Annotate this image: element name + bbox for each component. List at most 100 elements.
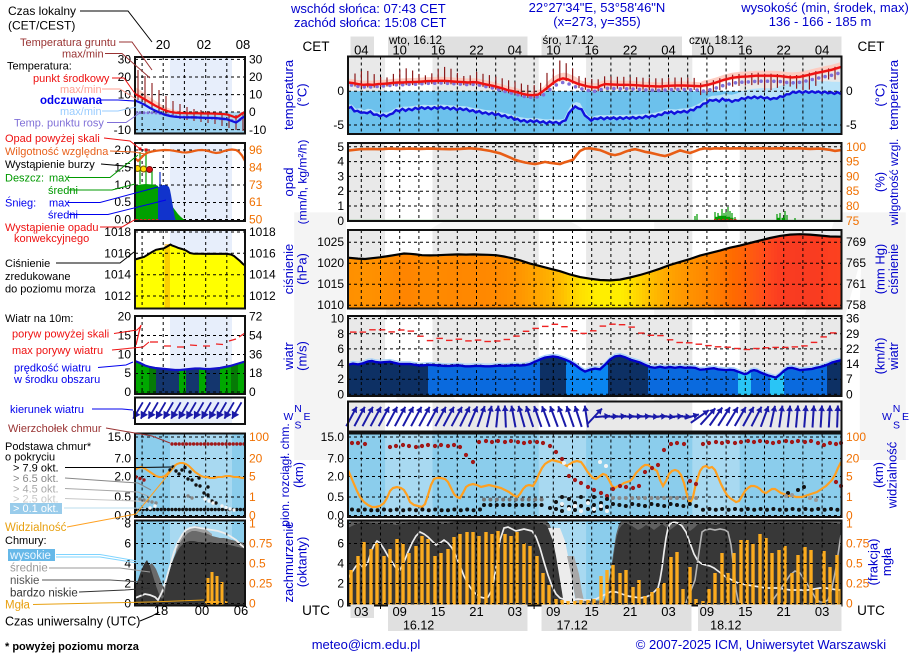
svg-text:Ciśnienie: Ciśnienie xyxy=(5,258,50,270)
svg-text:CET: CET xyxy=(858,39,885,54)
svg-text:5: 5 xyxy=(124,366,131,380)
svg-text:100: 100 xyxy=(846,140,866,154)
svg-text:1014: 1014 xyxy=(104,268,131,282)
svg-text:Wierzchołek chmur: Wierzchołek chmur xyxy=(8,423,102,435)
svg-text:max: max xyxy=(49,173,70,185)
svg-text:0: 0 xyxy=(337,597,344,611)
svg-text:średni: średni xyxy=(48,210,78,222)
svg-text:Mgła: Mgła xyxy=(5,600,31,612)
svg-text:Temperatura:: Temperatura: xyxy=(7,61,72,73)
svg-text:średni: średni xyxy=(48,185,78,197)
svg-text:-5: -5 xyxy=(333,118,344,132)
svg-text:Opad powyżej skali: Opad powyżej skali xyxy=(5,133,100,145)
svg-text:* powyżej poziomu morza: * powyżej poziomu morza xyxy=(5,641,140,653)
svg-text:61: 61 xyxy=(249,195,263,209)
svg-text:100: 100 xyxy=(846,430,866,444)
svg-text:72: 72 xyxy=(249,310,263,324)
svg-text:do poziomu morza: do poziomu morza xyxy=(5,284,96,296)
svg-text:17.12: 17.12 xyxy=(557,619,588,633)
svg-text:0.5: 0.5 xyxy=(249,557,266,571)
svg-text:6: 6 xyxy=(337,342,344,356)
svg-text:0: 0 xyxy=(124,597,131,611)
svg-text:5: 5 xyxy=(249,470,256,484)
svg-text:1.0: 1.0 xyxy=(114,178,131,192)
svg-text:16: 16 xyxy=(738,43,752,58)
svg-text:wilgotność wzgl.: wilgotność wzgl. xyxy=(887,139,901,227)
svg-text:(hPa): (hPa) xyxy=(295,253,310,285)
svg-text:765: 765 xyxy=(846,256,866,270)
svg-text:widzialność: widzialność xyxy=(885,441,900,509)
svg-text:ciśnienie: ciśnienie xyxy=(886,244,901,295)
svg-text:1020: 1020 xyxy=(317,256,344,270)
svg-text:36: 36 xyxy=(249,347,263,361)
svg-text:16: 16 xyxy=(431,43,445,58)
svg-text:mgła: mgła xyxy=(879,547,894,576)
svg-text:(m/s): (m/s) xyxy=(295,341,310,371)
svg-text:3: 3 xyxy=(337,169,344,183)
svg-text:czw, 18.12: czw, 18.12 xyxy=(689,35,743,47)
svg-text:Deszcz:: Deszcz: xyxy=(5,173,44,185)
svg-text:0: 0 xyxy=(846,84,853,98)
svg-text:5: 5 xyxy=(337,140,344,154)
svg-text:0: 0 xyxy=(249,385,256,399)
svg-text:0: 0 xyxy=(124,105,131,119)
svg-text:1: 1 xyxy=(846,517,853,531)
svg-text:-5: -5 xyxy=(846,118,857,132)
svg-text:09: 09 xyxy=(392,604,406,619)
svg-text:14: 14 xyxy=(846,357,860,371)
svg-text:21: 21 xyxy=(469,604,483,619)
svg-text:20: 20 xyxy=(846,452,860,466)
svg-text:95: 95 xyxy=(846,155,860,169)
svg-text:0: 0 xyxy=(249,105,256,119)
svg-text:W: W xyxy=(284,411,294,423)
svg-text:UTC: UTC xyxy=(857,603,885,618)
svg-text:21: 21 xyxy=(776,604,790,619)
svg-text:2: 2 xyxy=(337,372,344,386)
svg-text:0.5: 0.5 xyxy=(327,490,344,504)
svg-text:Wiatr na 10m:: Wiatr na 10m: xyxy=(5,313,73,325)
svg-text:90: 90 xyxy=(846,169,860,183)
svg-text:100: 100 xyxy=(249,430,269,444)
svg-text:0: 0 xyxy=(337,387,344,401)
svg-text:1012: 1012 xyxy=(249,289,276,303)
svg-text:Wystąpienie burzy: Wystąpienie burzy xyxy=(5,159,95,171)
svg-text:S: S xyxy=(294,420,301,432)
svg-text:0.5: 0.5 xyxy=(114,490,131,504)
svg-text:10: 10 xyxy=(331,312,345,326)
svg-text:E: E xyxy=(902,411,909,423)
svg-text:84: 84 xyxy=(249,160,263,174)
svg-text:bardzo niskie: bardzo niskie xyxy=(10,588,78,600)
svg-text:(oktanty): (oktanty) xyxy=(295,537,310,588)
svg-text:1: 1 xyxy=(846,490,853,504)
svg-text:2: 2 xyxy=(124,577,131,591)
svg-text:29: 29 xyxy=(846,327,860,341)
svg-text:1015: 1015 xyxy=(317,277,344,291)
svg-text:09: 09 xyxy=(700,604,714,619)
svg-text:09: 09 xyxy=(546,604,560,619)
svg-text:UTC: UTC xyxy=(302,603,330,618)
svg-text:(°C): (°C) xyxy=(295,83,310,106)
svg-text:2.0: 2.0 xyxy=(327,470,344,484)
svg-text:0.5: 0.5 xyxy=(846,557,863,571)
svg-text:20: 20 xyxy=(118,310,132,324)
svg-text:Śnieg:: Śnieg: xyxy=(5,197,36,210)
svg-text:wysokość (min, środek, max): wysokość (min, środek, max) xyxy=(740,0,909,15)
svg-text:(mm/h, kg/m²/h): (mm/h, kg/m²/h) xyxy=(296,140,310,225)
svg-text:18.12: 18.12 xyxy=(710,619,741,633)
svg-text:zredukowane: zredukowane xyxy=(5,271,70,283)
svg-text:36: 36 xyxy=(846,312,860,326)
svg-text:8: 8 xyxy=(337,517,344,531)
svg-text:N: N xyxy=(294,403,302,415)
svg-text:0: 0 xyxy=(846,387,853,401)
svg-text:W: W xyxy=(882,411,892,423)
svg-text:04: 04 xyxy=(661,43,675,58)
svg-text:-10: -10 xyxy=(114,123,132,137)
svg-text:96: 96 xyxy=(249,143,263,157)
svg-text:8: 8 xyxy=(124,517,131,531)
svg-text:22: 22 xyxy=(469,43,483,58)
svg-text:22: 22 xyxy=(623,43,637,58)
svg-text:73: 73 xyxy=(249,178,263,192)
svg-text:konwekcyjnego: konwekcyjnego xyxy=(14,233,89,245)
svg-text:758: 758 xyxy=(846,298,866,312)
svg-text:4: 4 xyxy=(337,155,344,169)
